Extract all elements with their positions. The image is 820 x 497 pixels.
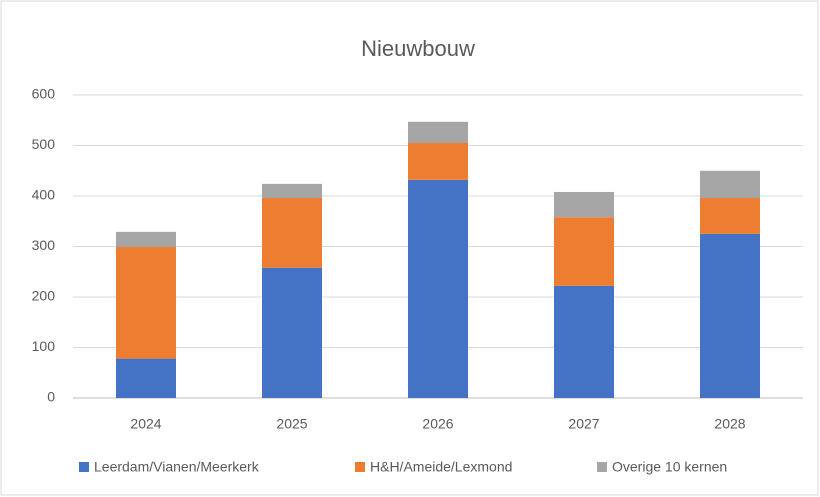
bar-segment: [262, 183, 322, 199]
y-tick-label: 200: [32, 288, 56, 304]
legend-label: H&H/Ameide/Lexmond: [370, 459, 512, 475]
legend-label: Overige 10 kernen: [612, 459, 727, 475]
legend-swatch: [79, 462, 89, 472]
bar-segment: [554, 191, 614, 218]
legend-label: Leerdam/Vianen/Meerkerk: [94, 459, 260, 475]
bar-segment: [554, 285, 614, 398]
y-tick-label: 500: [32, 136, 56, 152]
bar-segment: [262, 198, 322, 268]
bar-segment: [116, 247, 176, 359]
bar-segment: [700, 198, 760, 234]
bar-segment: [700, 233, 760, 398]
legend-swatch: [597, 462, 607, 472]
y-tick-label: 600: [32, 86, 56, 102]
bar-segment: [700, 170, 760, 199]
legend-swatch: [355, 462, 365, 472]
bar-segment: [116, 231, 176, 248]
bar-segment: [262, 267, 322, 398]
y-tick-label: 0: [47, 389, 55, 405]
y-tick-label: 300: [32, 237, 56, 253]
x-tick-label: 2024: [130, 416, 161, 432]
x-tick-label: 2026: [422, 416, 453, 432]
y-tick-label: 100: [32, 338, 56, 354]
bar-segment: [408, 179, 468, 398]
bar-segment: [116, 358, 176, 398]
x-tick-label: 2028: [714, 416, 745, 432]
bar-segment: [554, 217, 614, 286]
x-tick-label: 2027: [568, 416, 599, 432]
bar-segment: [408, 142, 468, 180]
bar-segment: [408, 121, 468, 143]
chart-title: Nieuwbouw: [361, 36, 475, 61]
x-tick-label: 2025: [276, 416, 307, 432]
y-tick-label: 400: [32, 187, 56, 203]
